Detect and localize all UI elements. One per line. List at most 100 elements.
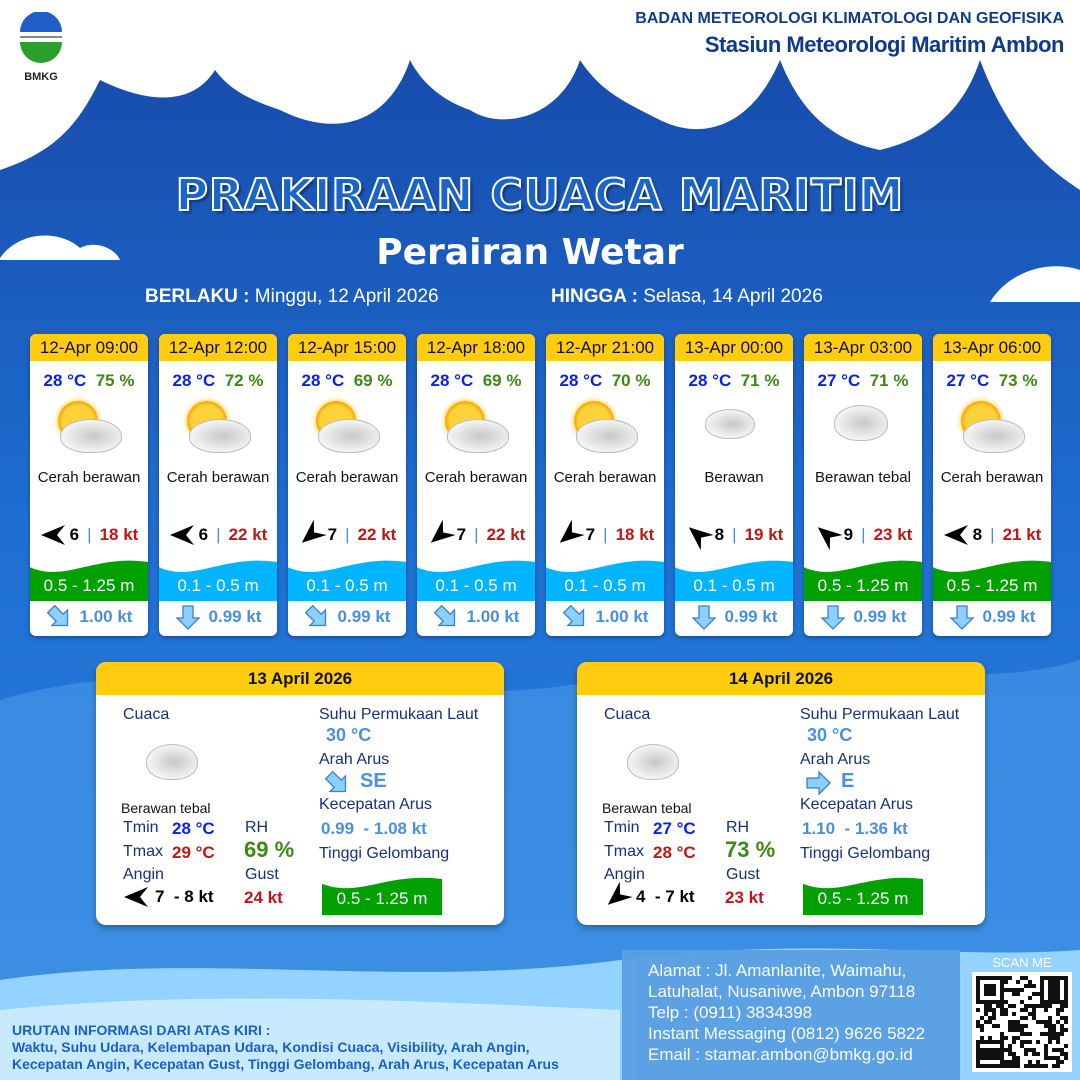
weather-condition: Cerah berawan: [553, 469, 657, 486]
gust-value: 23 kt: [725, 888, 764, 907]
contact-phone: Telp : (0911) 3834398: [648, 1003, 813, 1022]
current-direction-value: SE: [360, 770, 387, 792]
forecast-card: 13-Apr 00:00 28 °C 71 % Berawan 8 | 19 kt …: [675, 334, 793, 636]
wave-height: 0.1 - 0.5 m: [693, 576, 775, 595]
humidity: 71 %: [869, 371, 909, 390]
legend-heading: URUTAN INFORMASI DARI ATAS KIRI :: [12, 1022, 271, 1038]
tmin-label: Tmin: [123, 819, 159, 836]
scan-label: SCAN ME: [992, 955, 1052, 970]
rh-value: 69 %: [244, 837, 295, 862]
current-direction-icon: [948, 605, 975, 630]
current-speed: 0.99 kt: [724, 607, 778, 626]
current-speed: 0.99 kt: [337, 607, 391, 626]
wind-direction-icon: [559, 519, 585, 543]
wave-shape: [546, 560, 664, 601]
current-direction-icon: [433, 604, 455, 627]
weather-condition: Cerah berawan: [37, 469, 141, 486]
wave-height: 0.1 - 0.5 m: [435, 576, 517, 595]
wave-shape: [159, 560, 277, 601]
cloud-icon: [576, 419, 638, 453]
valid-from-date: Minggu, 12 April 2026: [254, 286, 439, 307]
gust-value: 24 kt: [244, 888, 283, 907]
tmin-value: 27 °C: [653, 819, 696, 838]
forecast-card: 12-Apr 12:00 28 °C 72 % Cerah berawan 6 |…: [159, 334, 277, 636]
tmax-value: 28 °C: [653, 843, 696, 862]
current-speed-label: Kecepatan Arus: [319, 796, 432, 813]
humidity: 72 %: [224, 371, 264, 390]
gust-label: Gust: [726, 866, 760, 883]
valid-to: HINGGA : Selasa, 14 April 2026: [551, 286, 823, 308]
gust-speed: 23 kt: [873, 525, 913, 544]
weather-condition: Berawan: [704, 469, 764, 486]
wave-height: 0.5 - 1.25 m: [946, 576, 1038, 595]
info-order-legend: URUTAN INFORMASI DARI ATAS KIRI : Waktu,…: [12, 1022, 559, 1073]
card-time: 12-Apr 21:00: [546, 334, 664, 361]
current-direction-icon: [806, 770, 831, 796]
wave-shape: [803, 877, 923, 915]
wind-speed: 6: [198, 525, 209, 544]
forecast-card: 13-Apr 03:00 27 °C 71 % Berawan tebal 9 |…: [804, 334, 922, 636]
wind-direction-icon: [124, 887, 148, 907]
wind-range: 4 - 7 kt: [636, 887, 695, 906]
humidity: 75 %: [95, 371, 135, 390]
wind-speed: 8: [972, 525, 983, 544]
air-temperature: 28 °C: [430, 371, 474, 390]
qr-code[interactable]: [972, 972, 1072, 1072]
weather-condition: Cerah berawan: [940, 469, 1044, 486]
valid-to-date: Selasa, 14 April 2026: [643, 286, 823, 307]
weather-icon: [159, 397, 277, 459]
wave-shape: [322, 877, 442, 915]
air-temperature: 28 °C: [172, 371, 216, 390]
weather-condition: Berawan tebal: [602, 800, 692, 816]
gust-speed: 19 kt: [744, 525, 784, 544]
weather-icon: [804, 397, 922, 459]
weather-label: Cuaca: [123, 706, 170, 723]
wind-speed: 8: [714, 525, 725, 544]
daily-panel: 13 April 2026 Cuaca Berawan tebal Tmin 2…: [96, 662, 504, 925]
cloud-moon-icon: [705, 409, 755, 439]
current-direction-label: Arah Arus: [800, 751, 871, 768]
sst-label: Suhu Permukaan Laut: [319, 706, 479, 723]
legend-line: Kecepatan Angin, Kecepatan Gust, Tinggi …: [12, 1056, 559, 1072]
wind-direction-icon: [817, 527, 843, 551]
wave-shape: [30, 560, 148, 601]
contact-address: Latuhalat, Nusaniwe, Ambon 97118: [648, 982, 916, 1001]
overcast-cloud-icon: [834, 405, 888, 441]
valid-from: BERLAKU : Minggu, 12 April 2026: [145, 286, 439, 308]
current-speed-label: Kecepatan Arus: [800, 796, 913, 813]
contact-email[interactable]: Email : stamar.ambon@bmkg.go.id: [648, 1045, 913, 1064]
gust-speed: 18 kt: [99, 525, 139, 544]
air-temperature: 28 °C: [301, 371, 345, 390]
sst-value: 30 °C: [326, 725, 372, 745]
sst-label: Suhu Permukaan Laut: [800, 706, 960, 723]
wave-height: 0.1 - 0.5 m: [177, 576, 259, 595]
tmin-value: 28 °C: [172, 819, 215, 838]
current-direction-icon: [304, 604, 326, 627]
wind-speed: 7: [456, 525, 467, 544]
card-time: 12-Apr 12:00: [159, 334, 277, 361]
card-time: 13-Apr 00:00: [675, 334, 793, 361]
wind-direction-icon: [169, 525, 194, 545]
gust-speed: 21 kt: [1002, 525, 1042, 544]
tmax-label: Tmax: [123, 843, 163, 860]
current-speed: 0.99 kt: [853, 607, 907, 626]
weather-condition: Berawan tebal: [121, 800, 211, 816]
current-speed: 1.00 kt: [466, 607, 520, 626]
gust-speed: 18 kt: [615, 525, 655, 544]
wave-label: Tinggi Gelombang: [319, 845, 450, 862]
overcast-cloud-icon: [627, 744, 679, 780]
weather-condition: Cerah berawan: [295, 469, 399, 486]
tmin-label: Tmin: [604, 819, 640, 836]
cloud-icon: [189, 419, 251, 453]
separator: |: [603, 525, 608, 544]
wind-label: Angin: [123, 866, 164, 883]
separator: |: [87, 525, 92, 544]
current-direction-value: E: [841, 770, 855, 792]
weather-icon: [546, 397, 664, 459]
contact-address: Alamat : Jl. Amanlanite, Waimahu,: [648, 961, 907, 980]
wind-direction-icon: [943, 525, 968, 545]
weather-icon: [30, 397, 148, 459]
forecast-card: 12-Apr 15:00 28 °C 69 % Cerah berawan 7 |…: [288, 334, 406, 636]
weather-icon: [417, 397, 535, 459]
air-temperature: 27 °C: [817, 371, 861, 390]
